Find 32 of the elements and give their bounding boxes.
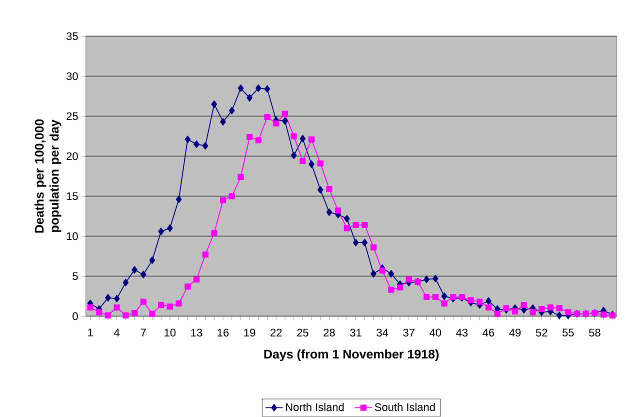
- x-tick-label: 25: [297, 328, 308, 337]
- x-tick-label: 7: [140, 328, 146, 336]
- x-tick-label: 46: [482, 328, 494, 337]
- y-tick-label: 25: [66, 112, 78, 120]
- x-axis-title: Days (from 1 November 1918): [264, 350, 439, 362]
- y-tick-label: 10: [66, 232, 78, 240]
- y-tick-label: 20: [66, 152, 78, 160]
- x-tick-label: 13: [191, 328, 202, 337]
- x-tick-label: 31: [350, 328, 362, 337]
- x-tick-label: 58: [589, 328, 600, 337]
- y-tick-label: 5: [72, 272, 78, 280]
- y-tick-label: 35: [66, 32, 78, 40]
- x-tick-label: 1: [88, 328, 93, 336]
- x-tick-label: 52: [536, 328, 548, 337]
- x-tick-label: 19: [244, 328, 256, 337]
- x-tick-label: 4: [114, 328, 120, 336]
- x-tick-label: 28: [324, 328, 335, 337]
- x-tick-label: 55: [562, 328, 574, 337]
- y-axis-title: Deaths per 100,000 population per day: [34, 120, 62, 233]
- y-tick-label: 15: [66, 192, 78, 200]
- x-tick-label: 34: [376, 328, 388, 337]
- x-tick-label: 37: [403, 328, 414, 337]
- legend-label: North Island: [286, 403, 344, 412]
- x-tick-label: 49: [509, 328, 521, 337]
- x-tick-label: 43: [456, 328, 468, 337]
- x-tick-label: 10: [164, 328, 176, 337]
- x-tick-label: 40: [430, 328, 442, 337]
- x-tick-label: 22: [270, 328, 282, 337]
- y-tick-label: 0: [72, 312, 78, 320]
- x-tick-label: 16: [218, 328, 229, 337]
- legend-label: South Island: [374, 403, 435, 412]
- y-tick-label: 30: [66, 72, 78, 80]
